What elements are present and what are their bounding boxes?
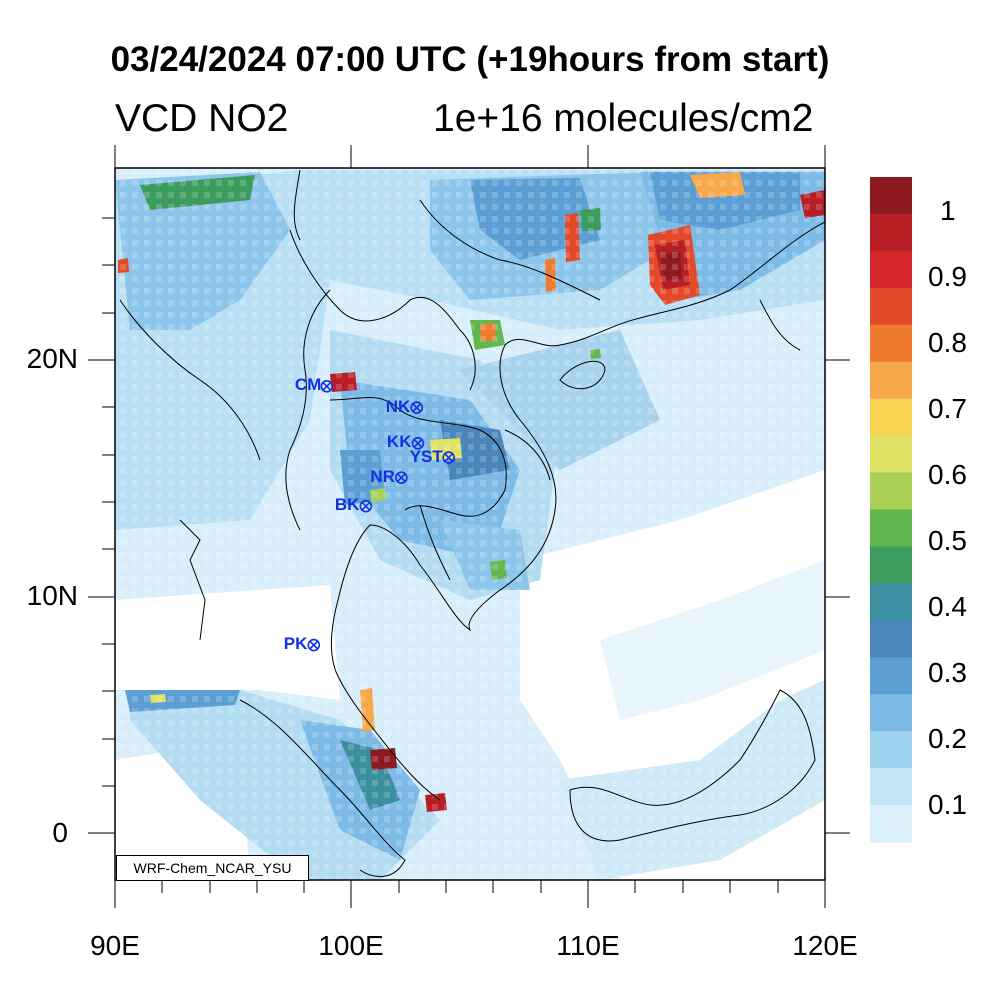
colorbar-label-0.5: 0.5 (928, 525, 967, 556)
colorbar-swatch (870, 583, 912, 621)
colorbar-label-0.1: 0.1 (928, 789, 967, 820)
coastlines (119, 169, 825, 880)
colorbar-label-0.9: 0.9 (928, 261, 967, 292)
colorbar-swatch (870, 657, 912, 695)
colorbar-swatch (870, 324, 912, 363)
site-label-pk: PK (283, 634, 308, 654)
plot-title: 03/24/2024 07:00 UTC (+19hours from star… (110, 40, 830, 79)
site-markers (307, 380, 456, 652)
site-label-bk: BK (334, 495, 360, 515)
colorbar-label-0.3: 0.3 (928, 657, 967, 688)
variable-label: VCD NO2 (115, 97, 289, 140)
colorbar-label-1: 1 (940, 195, 956, 226)
colorbar-swatch (870, 472, 912, 511)
site-marker-kk (411, 437, 425, 450)
lon-label-110e: 110E (556, 930, 620, 961)
colorbar (870, 177, 912, 843)
colorbar-swatch (870, 546, 912, 584)
colorbar-swatch (870, 509, 912, 548)
lat-label-20n: 20N (26, 343, 78, 374)
colorbar-swatch (870, 398, 912, 437)
colorbar-swatch (870, 768, 912, 806)
lat-label-0: 0 (52, 817, 68, 848)
colorbar-swatch (870, 213, 912, 252)
no2-field (115, 168, 825, 880)
units-label: 1e+16 molecules/cm2 (433, 97, 814, 140)
site-marker-nr (395, 471, 408, 485)
site-marker-yst (442, 451, 456, 464)
colorbar-label-0.8: 0.8 (928, 327, 967, 358)
site-marker-bk (359, 499, 373, 513)
colorbar-swatch (870, 731, 912, 769)
model-credit: WRF-Chem_NCAR_YSU (116, 855, 309, 881)
site-label-nk: NK (385, 396, 411, 416)
site-label-yst: YST (409, 446, 443, 466)
map-ticks (88, 145, 850, 908)
lon-label-90e: 90E (90, 930, 140, 961)
map-frame (114, 167, 826, 881)
colorbar-label-0.7: 0.7 (928, 393, 967, 424)
site-marker-cm (320, 380, 334, 393)
site-label-nr: NR (370, 466, 395, 486)
colorbar-swatch (870, 177, 912, 215)
colorbar-swatch (870, 287, 912, 326)
colorbar-label-0.6: 0.6 (928, 459, 967, 490)
colorbar-swatch (870, 805, 912, 843)
site-label-kk: KK (386, 432, 412, 452)
colorbar-swatch (870, 620, 912, 658)
site-label-cm: CM (294, 375, 322, 395)
colorbar-swatch (870, 435, 912, 474)
site-marker-pk (307, 638, 321, 652)
colorbar-swatch (870, 361, 912, 400)
colorbar-label-0.4: 0.4 (928, 591, 967, 622)
lon-label-100e: 100E (318, 930, 384, 961)
lon-label-120e: 120E (792, 930, 858, 961)
lat-label-10n: 10N (26, 580, 78, 611)
colorbar-swatch (870, 250, 912, 289)
site-marker-nk (410, 401, 424, 415)
colorbar-swatch (870, 694, 912, 732)
colorbar-label-0.2: 0.2 (928, 723, 967, 754)
